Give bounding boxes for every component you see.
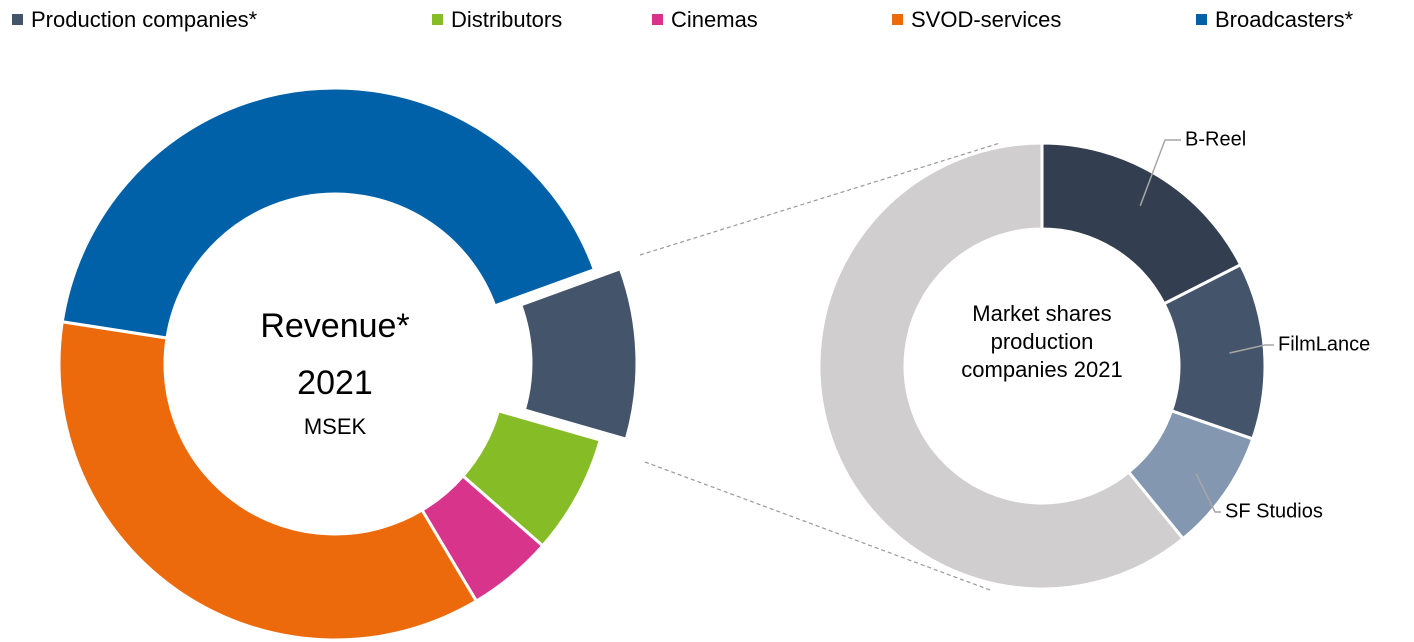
segment-label: B-Reel <box>1185 128 1246 150</box>
legend-text: SVOD-services <box>911 7 1061 32</box>
center-unit: MSEK <box>304 414 367 439</box>
segment-label: FilmLance <box>1278 333 1370 355</box>
legend-marker <box>652 14 663 25</box>
legend-text: Cinemas <box>671 7 758 32</box>
leader-line <box>1195 473 1221 513</box>
legend-text: Distributors <box>451 7 562 32</box>
donut-segment <box>60 86 597 340</box>
donut-segment <box>817 141 1186 591</box>
center-title: Revenue* <box>260 307 409 345</box>
legend-marker <box>12 14 23 25</box>
leader-line <box>1229 344 1274 354</box>
legend-text: Production companies* <box>31 7 258 32</box>
legend-marker <box>892 14 903 25</box>
center-label: Market shares production companies 2021 <box>961 301 1123 382</box>
connector-line <box>644 461 991 591</box>
leader-line <box>1139 139 1181 206</box>
donut-segment <box>57 320 479 642</box>
segment-label: SF Studios <box>1225 500 1323 522</box>
center-label-box: Market shares production companies 2021 <box>961 301 1123 382</box>
donut-segment <box>518 266 639 442</box>
legend-marker <box>1196 14 1207 25</box>
center-year: 2021 <box>297 364 373 402</box>
legend-marker <box>432 14 443 25</box>
legend-text: Broadcasters* <box>1215 7 1354 32</box>
